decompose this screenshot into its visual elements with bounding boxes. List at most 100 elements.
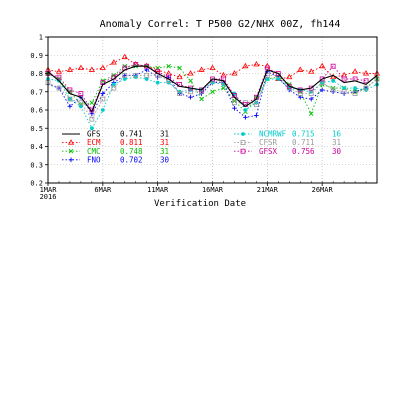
data-point-ncmrwf [89,126,94,131]
legend: GFS 0.741 31 ECM 0.811 31 CMC 0.748 31 FNO 0.702 30… [62,130,342,164]
x-axis-label: Verification Date [154,199,246,209]
data-point-cfsr [330,87,336,93]
legend-mean-gfsx: 0.756 [292,147,315,156]
y-tick-label: 0.2 [30,180,43,188]
legend-entry-gfsx: GFSX 0.756 30 [234,147,342,156]
data-point-ecm [253,60,260,67]
data-point-cfsr [78,100,84,106]
data-point-ncmrwf [68,97,72,101]
data-point-ncmrwf [100,108,105,112]
data-point-ecm [231,70,238,76]
data-point-cmc [199,96,204,102]
data-point-ncmrwf [342,86,346,90]
legend-name-ncmrwf: NCMRWF [259,130,287,139]
data-point-fno [67,104,73,109]
x-tick-sublabel: 2016 [40,193,57,201]
data-point-gfsx [341,76,347,82]
data-point-ecm [99,64,106,71]
legend-mean-cmc: 0.748 [120,147,143,156]
data-point-fno [232,105,237,111]
legend-name-ecm: ECM [87,138,101,147]
data-point-cfsr [100,96,106,102]
legend-entry-ncmrwf: NCMRWF 0.715 16 [234,130,342,139]
data-point-cfsr [133,72,139,78]
data-point-ncmrwf [331,78,336,83]
legend-name-cfsr: CFSR [259,138,278,147]
data-point-ncmrwf [122,77,127,81]
data-point-ncmrwf [243,108,248,112]
data-point-cfsr [253,102,259,107]
legend-mean-fno: 0.702 [120,155,143,164]
data-point-ecm [121,53,128,60]
legend-count-cmc: 31 [160,147,169,156]
legend-count-fno: 30 [160,155,170,164]
data-point-ecm [88,66,95,72]
y-tick-label: 0.9 [30,52,43,60]
data-point-ecm [198,66,205,72]
series-gfs [47,65,378,113]
legend-entry-gfs: GFS 0.741 31 [62,130,169,139]
legend-count-gfsx: 30 [332,147,342,156]
legend-entry-cfsr: CFSR 0.711 31 [234,138,341,147]
data-point-ncmrwf [111,82,116,87]
legend-marker-ncmrwf [241,132,245,136]
series-line-gfs [47,65,378,113]
plot-frame [47,36,378,184]
data-point-ecm [176,73,183,80]
data-point-ecm [77,64,84,71]
legend-mean-ncmrwf: 0.715 [292,130,315,139]
legend-mean-gfs: 0.741 [120,130,143,139]
data-point-ecm [242,62,249,69]
data-point-ncmrwf [79,104,83,109]
data-point-ncmrwf [144,77,149,81]
legend-count-gfs: 31 [160,130,169,139]
data-point-gfsx [67,87,73,93]
data-point-cmc [177,65,182,71]
x-tick-label: 26MAR [312,186,334,194]
legend-count-cfsr: 31 [332,138,341,147]
legend-marker-ecm [67,139,75,145]
data-point-fno [308,96,314,102]
legend-name-fno: FNO [87,155,101,164]
series-group [44,53,381,131]
chart-title: Anomaly Correl: T P500 G2/NHX 00Z, fh144 [100,19,341,30]
legend-name-cmc: CMC [87,147,101,156]
data-point-gfsx [319,76,325,82]
data-point-ncmrwf [155,80,160,85]
y-tick-label: 0.4 [30,143,43,151]
x-tick-label: 16MAR [202,186,224,194]
x-tick-label: 21MAR [257,186,279,194]
data-point-ecm [209,64,216,71]
data-point-cfsr [177,91,183,96]
data-point-gfsx [56,74,62,80]
data-point-fno [319,87,325,93]
data-point-gfsx [363,78,369,84]
data-point-ecm [55,68,63,74]
y-tick-label: 0.8 [30,70,43,78]
data-point-ecm [319,62,326,69]
x-tick-label: 11MAR [147,186,169,194]
data-point-cfsr [56,85,62,91]
data-point-cfsr [111,85,117,91]
data-point-fno [56,85,62,91]
data-point-ecm [187,70,194,76]
data-point-cfsr [89,116,95,122]
series-line-fno [47,69,367,118]
data-point-cfsr [352,91,358,96]
data-point-ecm [110,59,117,65]
data-point-ncmrwf [276,77,281,81]
data-point-ecm [308,68,315,74]
data-point-gfsx [78,91,84,96]
data-point-ncmrwf [353,86,357,90]
data-point-cmc [188,78,193,84]
data-point-cmc [166,63,171,69]
legend-mean-cfsr: 0.711 [292,138,315,147]
data-point-cfsr [144,72,150,78]
data-point-gfsx [330,63,336,69]
y-tick-label: 1 [39,34,43,42]
data-point-cmc [89,100,95,106]
series-ecm [44,53,381,81]
data-point-cfsr [67,96,73,102]
data-point-cfsr [122,72,128,78]
